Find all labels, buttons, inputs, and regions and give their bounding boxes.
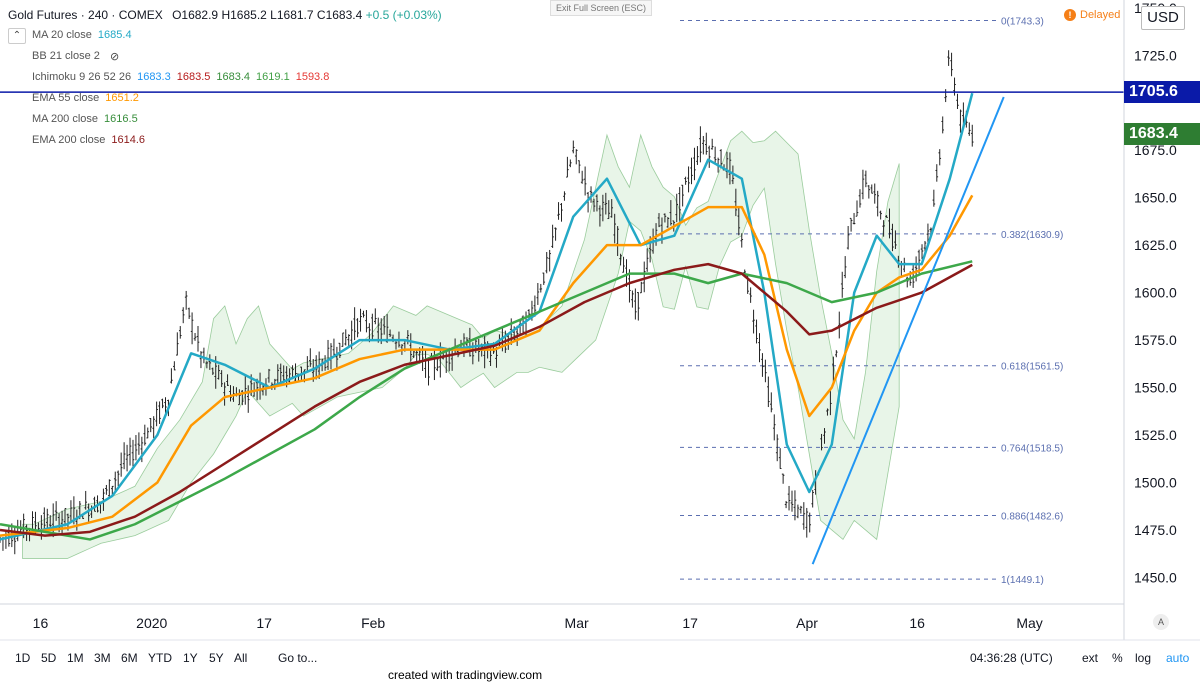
indicator-value: 1619.1 bbox=[256, 71, 290, 83]
indicator-value: 1683.4 bbox=[216, 71, 251, 83]
y-tick-label: 1475.0 bbox=[1134, 522, 1177, 538]
range-button-1d[interactable]: 1D bbox=[15, 651, 31, 665]
x-tick-label: 17 bbox=[256, 615, 272, 631]
x-tick-label: Mar bbox=[565, 615, 589, 631]
exit-fullscreen-button[interactable]: Exit Full Screen (ESC) bbox=[550, 0, 653, 16]
indicator-label: MA 20 close bbox=[32, 29, 92, 41]
x-tick-label: Apr bbox=[796, 615, 818, 631]
indicator-label: MA 200 close bbox=[32, 113, 99, 125]
range-button-5d[interactable]: 5D bbox=[41, 651, 57, 665]
range-button-ytd[interactable]: YTD bbox=[148, 651, 172, 665]
delayed-indicator[interactable]: ! Delayed bbox=[1064, 9, 1120, 21]
y-tick-label: 1575.0 bbox=[1134, 332, 1177, 348]
x-tick-label: 2020 bbox=[136, 615, 167, 631]
currency-button[interactable]: USD bbox=[1141, 6, 1185, 30]
eye-crossed-icon[interactable]: ⊘ bbox=[110, 51, 120, 63]
x-tick-label: May bbox=[1016, 615, 1042, 631]
y-tick-label: 1650.0 bbox=[1134, 190, 1177, 206]
ohlc-close: C1683.4 bbox=[316, 8, 363, 22]
indicator-value: 1683.5 bbox=[176, 71, 211, 83]
trendline bbox=[811, 96, 1005, 565]
option-ext[interactable]: ext bbox=[1082, 651, 1099, 665]
indicator-value: 1651.2 bbox=[105, 92, 139, 104]
ohlc-high: H1685.2 bbox=[221, 8, 267, 22]
series-line-ma-200-close bbox=[0, 260, 973, 541]
indicator-row[interactable]: Ichimoku 9 26 52 26 1683.3 1683.5 1683.4 161… bbox=[32, 71, 329, 83]
x-tick-label: 17 bbox=[682, 615, 698, 631]
y-tick-label: 1675.0 bbox=[1134, 142, 1177, 158]
y-tick-label: 1550.0 bbox=[1134, 380, 1177, 396]
fib-level-label: 0.886(1482.6) bbox=[1001, 512, 1063, 523]
indicator-row[interactable]: MA 200 close 1616.5 bbox=[32, 113, 138, 125]
ohlc-open: O1682.9 bbox=[172, 8, 219, 22]
indicator-label: EMA 200 close bbox=[32, 134, 106, 146]
series-line-ema-55-close bbox=[0, 194, 974, 537]
time-axis[interactable]: 16 2020 17 Feb Mar 17 Apr 16 May bbox=[33, 615, 1043, 631]
range-button-5y[interactable]: 5Y bbox=[209, 651, 224, 665]
chevron-up-icon[interactable]: ⌃ bbox=[8, 28, 26, 44]
y-tick-label: 1525.0 bbox=[1134, 427, 1177, 443]
x-tick-label: 16 bbox=[909, 615, 925, 631]
range-button-6m[interactable]: 6M bbox=[121, 651, 138, 665]
range-button-3m[interactable]: 3M bbox=[94, 651, 111, 665]
indicator-lines bbox=[0, 92, 974, 541]
indicator-value: 1593.8 bbox=[295, 71, 330, 83]
y-tick-label: 1725.0 bbox=[1134, 47, 1177, 63]
series-line-ema-200-close bbox=[0, 262, 973, 537]
x-tick-label: 16 bbox=[33, 615, 49, 631]
indicator-row[interactable]: MA 20 close 1685.4 bbox=[32, 29, 132, 41]
indicator-label: BB 21 close 2 bbox=[32, 50, 100, 62]
option-auto[interactable]: auto bbox=[1166, 651, 1190, 665]
range-button-1m[interactable]: 1M bbox=[67, 651, 84, 665]
y-tick-label: 1500.0 bbox=[1134, 474, 1177, 490]
fib-level-label: 0.382(1630.9) bbox=[1001, 230, 1063, 241]
price-axis[interactable]: 1450.0 1475.0 1500.0 1525.0 1550.0 1575.0 1600… bbox=[1134, 0, 1177, 585]
symbol-name: Gold Futures · 240 · COMEX bbox=[8, 8, 163, 22]
goto-button[interactable]: Go to... bbox=[278, 651, 318, 665]
y-tick-label: 1450.0 bbox=[1134, 569, 1177, 585]
ohlc-low: L1681.7 bbox=[270, 8, 314, 22]
bottom-toolbar: 1D 5D 1M 3M 6M YTD 1Y 5Y All Go to... 04:36:28 (… bbox=[0, 641, 1200, 673]
option-percent[interactable]: % bbox=[1112, 651, 1123, 665]
indicator-value: 1683.3 bbox=[137, 71, 171, 83]
y-tick-label: 1625.0 bbox=[1134, 237, 1177, 253]
fib-level-label: 0.618(1561.5) bbox=[1001, 362, 1063, 373]
clock-icon: ! bbox=[1064, 9, 1076, 21]
credit-text: created with tradingview.com bbox=[388, 668, 543, 682]
delayed-label: Delayed bbox=[1080, 9, 1121, 21]
x-tick-label: Feb bbox=[361, 615, 385, 631]
indicator-value: 1685.4 bbox=[97, 29, 132, 41]
fib-level-label: 0(1743.3) bbox=[1001, 17, 1044, 28]
range-button-all[interactable]: All bbox=[234, 651, 248, 665]
indicator-row[interactable]: BB 21 close 2 bbox=[32, 50, 100, 62]
indicator-row[interactable]: EMA 55 close 1651.2 bbox=[32, 92, 139, 104]
fib-level-label: 0.764(1518.5) bbox=[1001, 443, 1063, 454]
series-line-ma-20-close bbox=[0, 92, 974, 541]
indicator-value: 1616.5 bbox=[104, 113, 138, 125]
trendline-segment[interactable] bbox=[811, 96, 1005, 565]
fib-level-label: 1(1449.1) bbox=[1001, 575, 1044, 586]
symbol-header[interactable]: Gold Futures · 240 · COMEX O1682.9 H1685… bbox=[8, 8, 442, 22]
option-log[interactable]: log bbox=[1135, 651, 1152, 665]
indicator-row[interactable]: EMA 200 close 1614.6 bbox=[32, 134, 145, 146]
y-tick-label: 1600.0 bbox=[1134, 285, 1177, 301]
range-button-1y[interactable]: 1Y bbox=[183, 651, 198, 665]
price-change: +0.5 (+0.03%) bbox=[365, 8, 442, 22]
indicator-label: EMA 55 close bbox=[32, 92, 100, 104]
clock-display[interactable]: 04:36:28 (UTC) bbox=[970, 651, 1053, 665]
indicator-value: 1614.6 bbox=[111, 134, 146, 146]
indicator-label: Ichimoku 9 26 52 26 bbox=[32, 71, 132, 83]
hline-price-badge: 1705.6 bbox=[1124, 81, 1200, 104]
last-price-badge: 1683.4 bbox=[1124, 123, 1200, 146]
auto-scale-button[interactable]: A bbox=[1153, 614, 1169, 630]
